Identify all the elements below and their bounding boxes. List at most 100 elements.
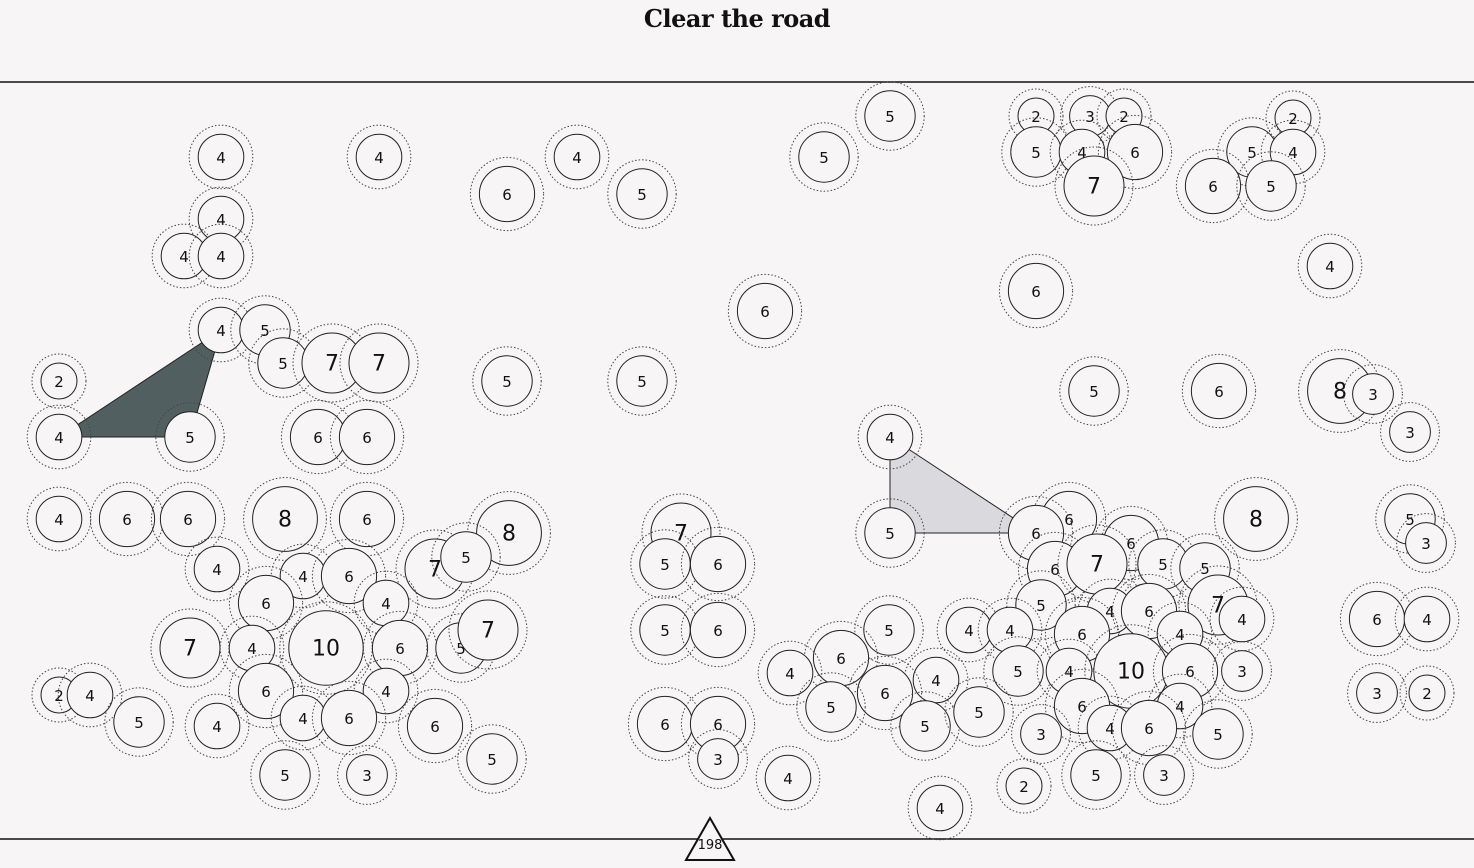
number-node[interactable]: 7 — [339, 323, 419, 403]
node-range-ring — [1236, 151, 1306, 221]
number-node[interactable]: 2 — [31, 667, 87, 723]
number-node[interactable]: 3 — [1011, 704, 1071, 764]
number-node[interactable]: 5 — [630, 595, 700, 665]
node-value: 5 — [1213, 726, 1223, 744]
number-node[interactable]: 5 — [607, 159, 677, 229]
node-disc — [1190, 362, 1248, 420]
node-value: 6 — [1077, 626, 1087, 644]
number-node[interactable]: 4 — [353, 658, 419, 724]
number-node[interactable]: 3 — [1396, 513, 1456, 573]
number-node[interactable]: 5 — [789, 122, 859, 192]
number-node[interactable]: 4 — [907, 775, 973, 841]
number-node[interactable]: 5 — [431, 522, 501, 592]
number-node[interactable]: 4 — [757, 640, 823, 706]
number-node[interactable]: 4 — [857, 404, 923, 470]
number-node[interactable]: 4 — [346, 124, 412, 190]
number-node[interactable]: 3 — [1347, 663, 1407, 723]
number-node[interactable]: 5 — [1061, 740, 1131, 810]
node-value: 4 — [179, 248, 189, 266]
number-node[interactable]: 5 — [855, 81, 925, 151]
number-node[interactable]: 5 — [1059, 356, 1129, 426]
number-node[interactable]: 6 — [329, 481, 405, 557]
number-node[interactable]: 6 — [680, 526, 756, 602]
number-node[interactable]: 7 — [448, 590, 528, 670]
number-node[interactable]: 6 — [998, 253, 1074, 329]
number-node[interactable]: 5 — [890, 691, 960, 761]
number-node[interactable]: 5 — [457, 724, 527, 794]
node-value: 6 — [760, 303, 770, 321]
number-node[interactable]: 5 — [155, 402, 225, 472]
node-value: 6 — [1144, 603, 1154, 621]
node-value: 4 — [1105, 603, 1115, 621]
number-node[interactable]: 7 — [292, 323, 372, 403]
number-node[interactable]: 2 — [1008, 88, 1064, 144]
number-node[interactable]: 7 — [150, 608, 230, 688]
number-node[interactable]: 4 — [1394, 586, 1460, 652]
number-node[interactable]: 6 — [627, 686, 703, 762]
node-value: 3 — [713, 751, 723, 769]
number-node[interactable]: 6 — [89, 481, 165, 557]
number-node[interactable]: 10 — [279, 601, 373, 695]
number-node[interactable]: 6 — [1175, 148, 1251, 224]
number-node[interactable]: 2 — [31, 353, 87, 409]
number-node[interactable]: 3 — [1212, 641, 1272, 701]
number-node[interactable]: 6 — [680, 592, 756, 668]
number-node[interactable]: 4 — [903, 647, 969, 713]
number-node[interactable]: 4 — [1209, 586, 1275, 652]
number-node[interactable]: 6 — [397, 688, 473, 764]
number-node[interactable]: 4 — [755, 745, 821, 811]
number-node[interactable]: 8 — [243, 477, 327, 561]
number-node[interactable]: 3 — [1380, 402, 1440, 462]
number-node[interactable]: 5 — [104, 687, 174, 757]
number-node[interactable]: 4 — [184, 693, 250, 759]
number-node[interactable]: 6 — [150, 481, 226, 557]
node-value: 6 — [1214, 383, 1224, 401]
number-node[interactable]: 6 — [311, 538, 387, 614]
number-node[interactable]: 4 — [544, 124, 610, 190]
number-node[interactable]: 4 — [188, 223, 254, 289]
node-disc — [1356, 672, 1398, 714]
node-value: 5 — [1266, 178, 1276, 196]
number-node[interactable]: 5 — [944, 677, 1014, 747]
number-node[interactable]: 6 — [1339, 581, 1415, 657]
number-node[interactable]: 6 — [1181, 353, 1257, 429]
number-node[interactable]: 4 — [26, 404, 92, 470]
number-node[interactable]: 3 — [1343, 364, 1403, 424]
number-node[interactable]: 6 — [1097, 114, 1173, 190]
number-node[interactable]: 5 — [796, 672, 866, 742]
number-node[interactable]: 5 — [1001, 117, 1071, 187]
number-node[interactable]: 2 — [1265, 90, 1321, 146]
number-node[interactable]: 5 — [855, 498, 925, 568]
node-value: 6 — [362, 429, 372, 447]
number-node[interactable]: 7 — [1054, 146, 1134, 226]
number-node[interactable]: 5 — [1183, 699, 1253, 769]
number-node[interactable]: 6 — [329, 399, 405, 475]
node-range-ring — [757, 640, 823, 706]
number-node[interactable]: 4 — [977, 597, 1043, 663]
number-node[interactable]: 3 — [688, 729, 748, 789]
number-node[interactable]: 3 — [337, 745, 397, 805]
number-node[interactable]: 5 — [472, 346, 542, 416]
number-node[interactable]: 6 — [727, 273, 803, 349]
number-node[interactable]: 4 — [353, 570, 419, 636]
number-node[interactable]: 2 — [1399, 665, 1455, 721]
number-node[interactable]: 5 — [1236, 151, 1306, 221]
number-node[interactable]: 4 — [188, 124, 254, 190]
number-node[interactable]: 2 — [996, 758, 1052, 814]
number-node[interactable]: 3 — [1134, 745, 1194, 805]
node-value: 5 — [134, 714, 144, 732]
number-node[interactable]: 4 — [57, 662, 123, 728]
number-node[interactable]: 4 — [1297, 233, 1363, 299]
node-value: 6 — [1031, 525, 1041, 543]
number-node[interactable]: 6 — [311, 680, 387, 756]
number-node[interactable]: 8 — [1214, 477, 1298, 561]
number-node[interactable]: 4 — [26, 486, 92, 552]
number-node[interactable]: 6 — [847, 655, 923, 731]
number-node[interactable]: 5 — [854, 595, 924, 665]
number-node[interactable]: 6 — [228, 653, 304, 729]
number-node[interactable]: 4 — [184, 536, 250, 602]
number-node[interactable]: 5 — [250, 740, 320, 810]
number-node[interactable]: 6 — [469, 156, 545, 232]
number-node[interactable]: 5 — [607, 346, 677, 416]
